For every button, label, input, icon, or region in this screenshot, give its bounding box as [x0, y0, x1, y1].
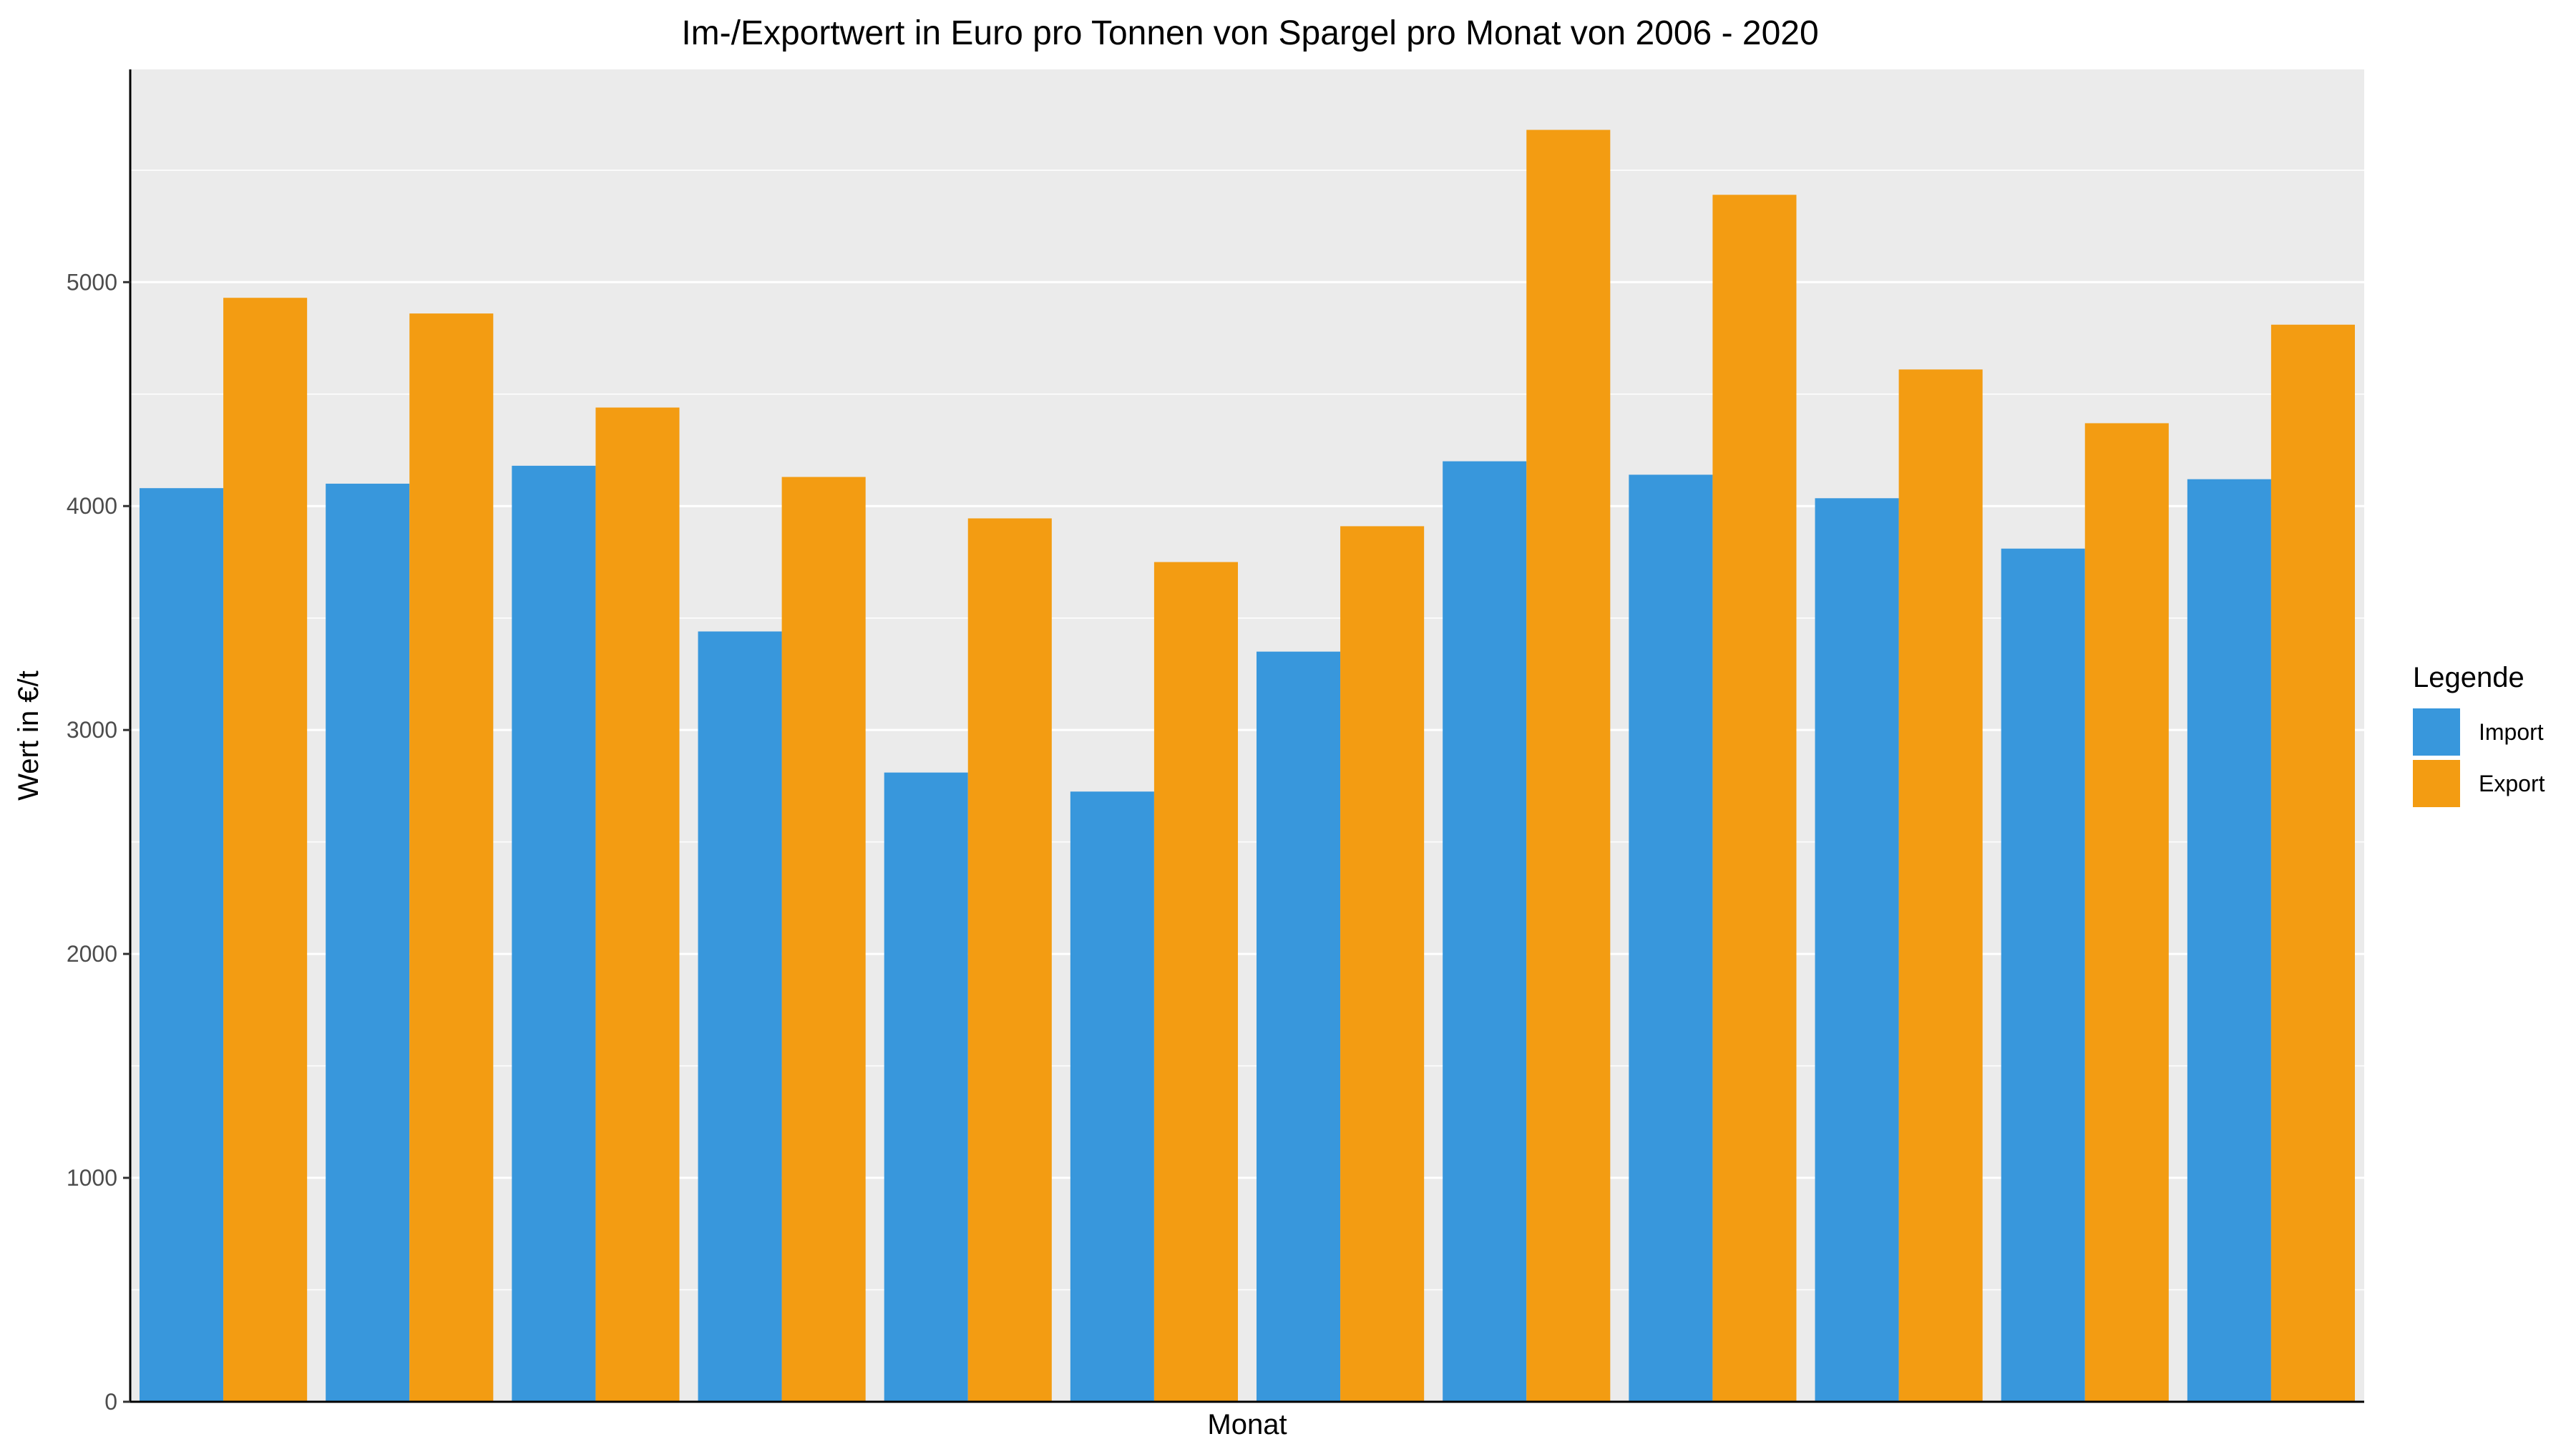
- legend-title: Legende: [2413, 662, 2524, 693]
- bar-export-10: [1898, 369, 1983, 1402]
- bar-import-6: [1070, 791, 1154, 1402]
- plot-panel: [130, 69, 2364, 1402]
- chart-title: Im-/Exportwert in Euro pro Tonnen von Sp…: [681, 14, 1818, 52]
- legend-label-export: Export: [2479, 771, 2545, 796]
- bar-export-6: [1153, 562, 1238, 1402]
- bar-export-8: [1526, 130, 1611, 1402]
- bar-import-2: [326, 483, 410, 1402]
- bar-export-11: [2084, 423, 2169, 1402]
- bar-import-11: [2001, 548, 2085, 1402]
- bar-import-5: [884, 772, 968, 1402]
- bar-export-7: [1340, 526, 1425, 1402]
- x-axis-title: Monat: [1207, 1409, 1287, 1440]
- bar-export-4: [781, 477, 866, 1402]
- bar-export-12: [2270, 324, 2355, 1402]
- bar-import-7: [1257, 651, 1341, 1402]
- grid-lines: [130, 170, 2364, 1403]
- bar-export-9: [1712, 195, 1797, 1402]
- y-tick-label: 4000: [67, 493, 117, 519]
- legend-swatch-import: [2413, 708, 2460, 756]
- axes: [129, 69, 2364, 1403]
- bar-import-10: [1815, 498, 1899, 1402]
- bar-import-9: [1629, 474, 1713, 1402]
- y-axis-ticks: 0 1000 2000 3000 4000 5000: [67, 269, 130, 1415]
- y-tick-label: 2000: [67, 941, 117, 967]
- y-tick-label: 3000: [67, 717, 117, 743]
- y-tick-label: 0: [104, 1389, 117, 1415]
- bar-export-2: [409, 313, 494, 1402]
- bar-export-1: [223, 298, 308, 1402]
- bar-export-5: [967, 518, 1052, 1402]
- bar-import-3: [512, 465, 596, 1402]
- bar-import-1: [140, 488, 224, 1402]
- legend-items: Import Export: [2413, 708, 2545, 807]
- y-tick-label: 5000: [67, 269, 117, 295]
- y-tick-label: 1000: [67, 1165, 117, 1191]
- bar-import-12: [2187, 479, 2271, 1402]
- legend-swatch-export: [2413, 760, 2460, 807]
- legend-label-import: Import: [2479, 719, 2544, 745]
- y-axis-title: Wert in €/t: [13, 670, 44, 801]
- legend: Legende Import Export: [2413, 662, 2545, 807]
- bar-export-3: [595, 407, 680, 1402]
- bars: [140, 130, 2355, 1402]
- bar-import-8: [1443, 461, 1527, 1402]
- bar-import-4: [698, 631, 782, 1402]
